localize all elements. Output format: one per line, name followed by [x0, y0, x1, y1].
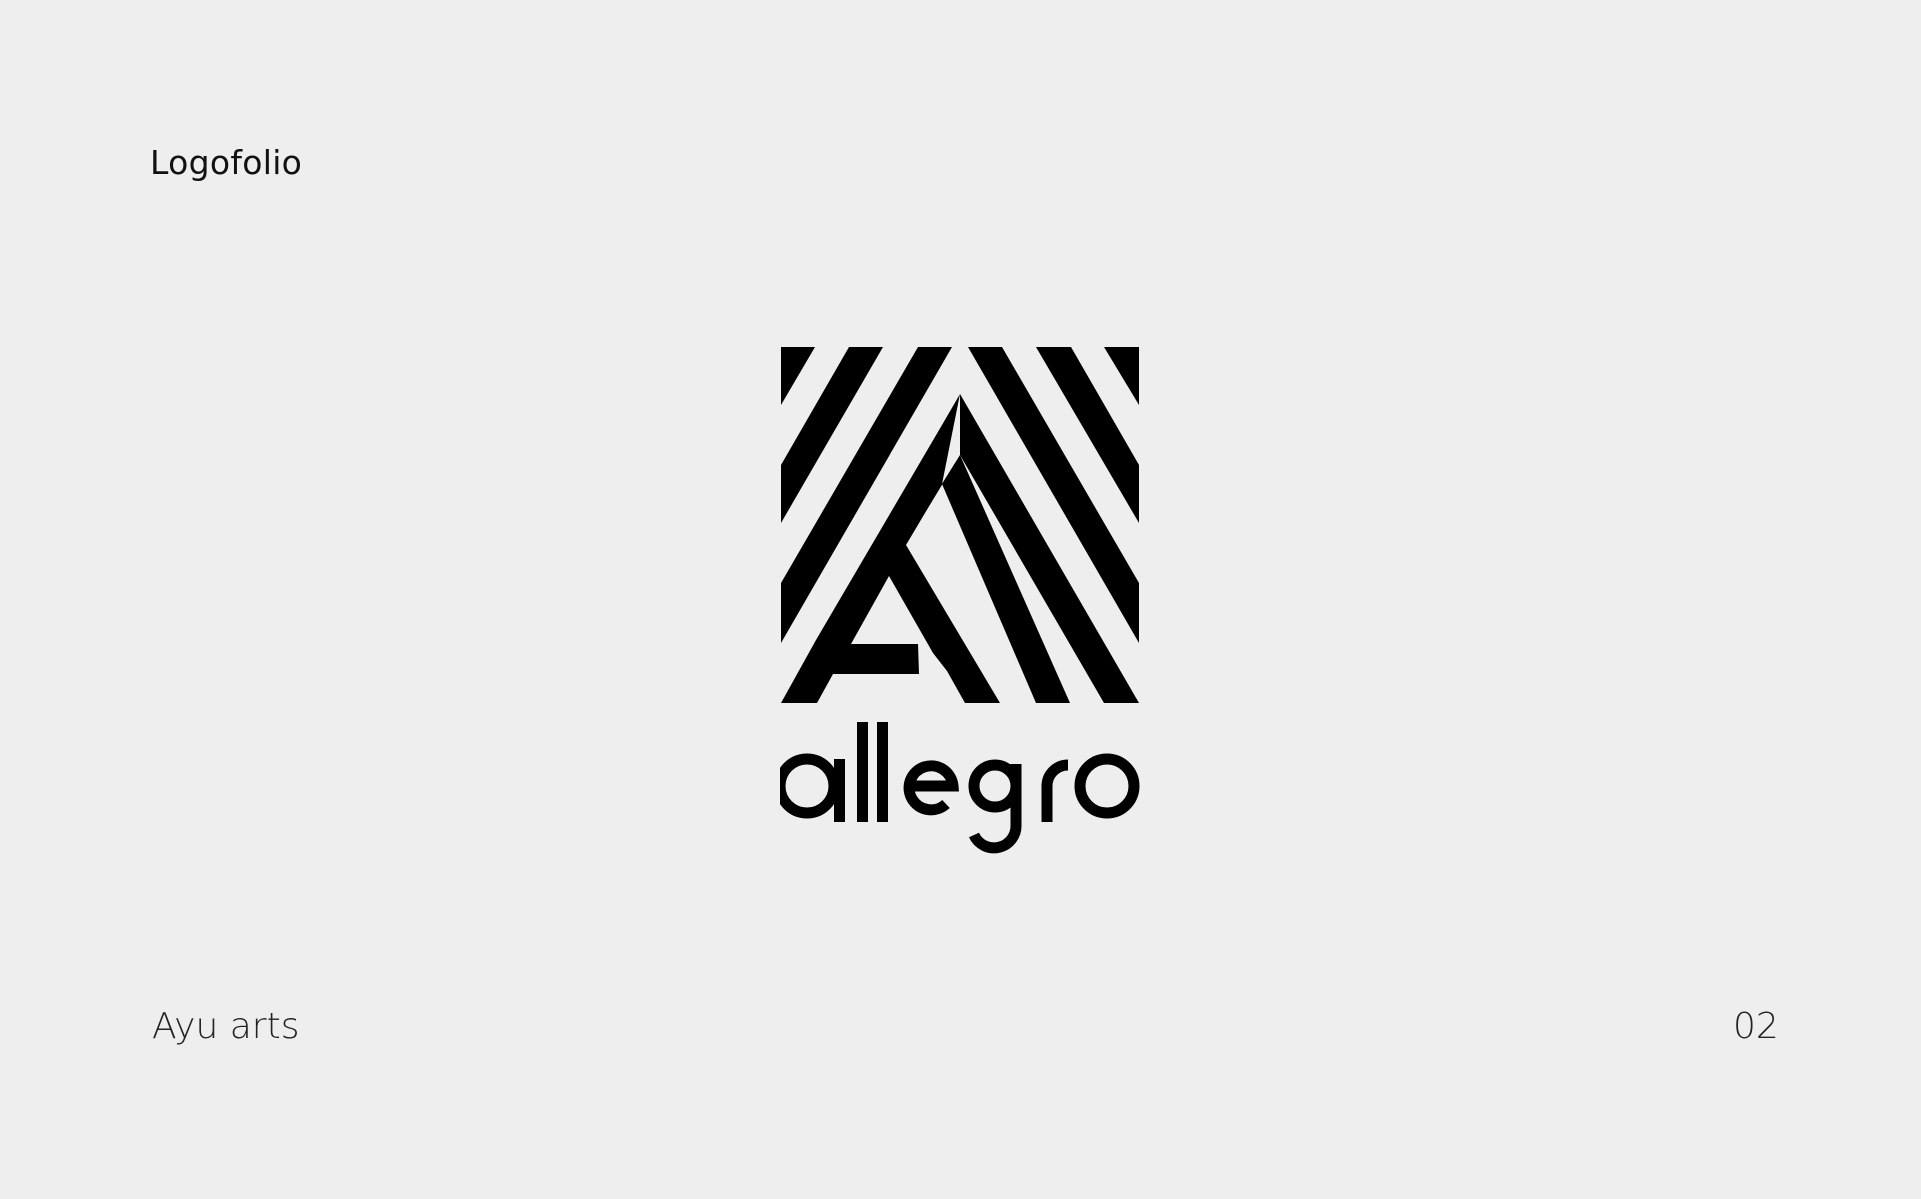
allegro-logo-mark-icon	[781, 347, 1139, 703]
allegro-wordmark: allegro	[780, 722, 1140, 854]
page-number: 02	[1733, 1006, 1779, 1047]
author-name: Ayu arts	[152, 1006, 300, 1047]
page-title: Logofolio	[150, 143, 303, 182]
